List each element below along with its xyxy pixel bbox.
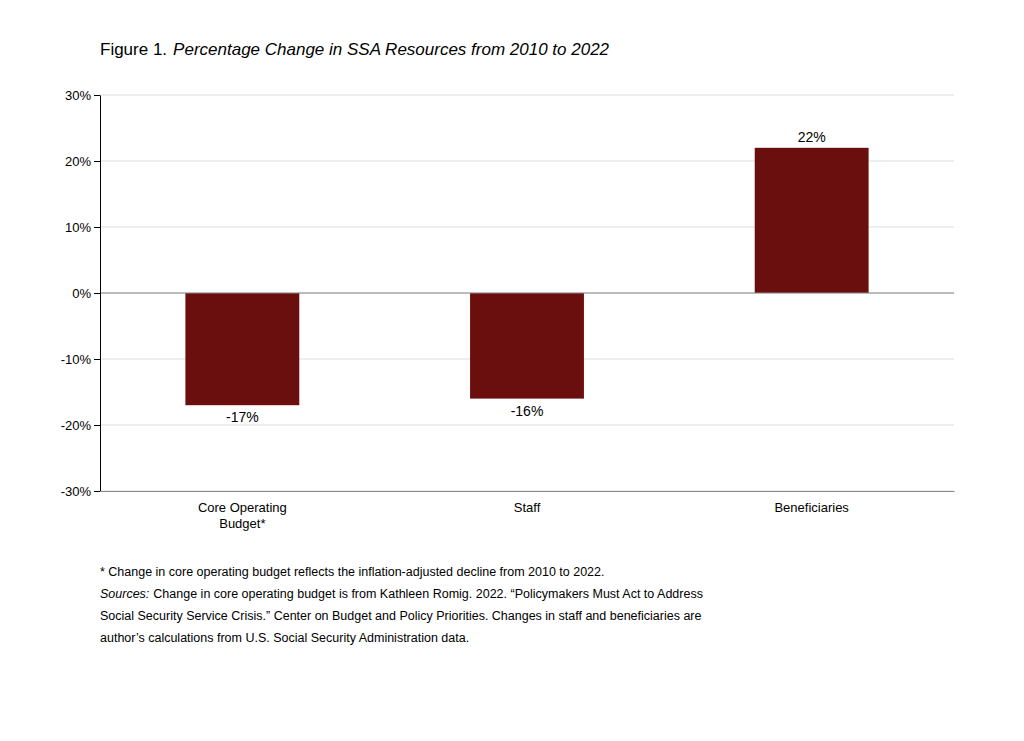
footnote-text: Change in core operating budget is from … <box>153 587 703 601</box>
y-axis-line <box>100 96 101 492</box>
footnote: * Change in core operating budget reflec… <box>100 565 605 579</box>
y-tick-mark <box>94 359 100 360</box>
bar <box>470 293 584 399</box>
y-tick-mark <box>94 95 100 96</box>
data-label: -17% <box>226 409 259 425</box>
x-tick-label-line: Beneficiaries <box>774 500 849 515</box>
y-tick: 20% <box>65 154 100 169</box>
bars <box>185 148 868 405</box>
x-tick: Core OperatingBudget* <box>198 500 287 531</box>
data-label: 22% <box>798 129 826 145</box>
x-tick-label-line: Staff <box>514 500 541 515</box>
footnotes: * Change in core operating budget reflec… <box>100 565 703 645</box>
y-axis: -30% -20% -10% 0% 10% 20% 30% <box>61 88 101 499</box>
plot: -30% -20% -10% 0% 10% 20% 30% Core OperatingBud… <box>61 88 955 531</box>
y-tick-label: 10% <box>65 220 91 235</box>
y-tick-mark <box>94 161 100 162</box>
y-tick: 30% <box>65 88 100 103</box>
grid-line <box>100 491 954 492</box>
y-tick: 0% <box>72 286 100 301</box>
y-tick-label: -20% <box>61 418 92 433</box>
x-tick: Beneficiaries <box>774 500 849 515</box>
y-tick-label: -30% <box>61 484 92 499</box>
x-tick-label: Core OperatingBudget* <box>198 500 287 531</box>
footnote: Sources: Change in core operating budget … <box>100 587 703 601</box>
footnote: author’s calculations from U.S. Social S… <box>100 631 469 645</box>
y-tick-mark <box>94 425 100 426</box>
chart: Figure 1. Percentage Change in SSA Resour… <box>0 0 1024 741</box>
y-tick: -20% <box>61 418 100 433</box>
y-tick: 10% <box>65 220 100 235</box>
x-tick-label-line: Core Operating <box>198 500 287 515</box>
footnote-text: * Change in core operating budget reflec… <box>100 565 605 579</box>
y-tick-mark <box>94 227 100 228</box>
footnote-text: author’s calculations from U.S. Social S… <box>100 631 469 645</box>
y-tick-mark <box>94 293 100 294</box>
footnote-text: Social Security Service Crisis.” Center … <box>100 609 701 623</box>
y-tick: -30% <box>61 484 100 499</box>
grid-line <box>100 95 954 96</box>
y-tick-label: 20% <box>65 154 91 169</box>
x-tick: Staff <box>514 500 541 515</box>
y-tick: -10% <box>61 352 100 367</box>
y-tick-mark <box>94 491 100 492</box>
bar <box>755 148 869 293</box>
data-label: -16% <box>511 403 544 419</box>
y-tick-label: 30% <box>65 88 91 103</box>
grid-line <box>100 293 954 294</box>
data-labels: -17% -16% 22% <box>226 129 826 426</box>
x-axis-line <box>101 491 955 492</box>
footnote: Social Security Service Crisis.” Center … <box>100 609 701 623</box>
y-tick-label: -10% <box>61 352 92 367</box>
x-tick-label: Beneficiaries <box>774 500 849 515</box>
bar <box>185 293 299 405</box>
title-text: Figure 1. <box>100 40 167 59</box>
x-tick-label-line: Budget* <box>219 516 265 531</box>
y-tick-label: 0% <box>72 286 91 301</box>
zero-line <box>100 293 954 294</box>
subtitle: Percentage Change in SSA Resources from … <box>173 40 610 59</box>
x-axis: Core OperatingBudget* Staff Beneficiaries <box>101 492 955 531</box>
grid <box>100 95 954 491</box>
footnote-text: Sources: <box>100 587 149 601</box>
x-tick-label: Staff <box>514 500 541 515</box>
title: Figure 1. Percentage Change in SSA Resour… <box>100 40 610 59</box>
